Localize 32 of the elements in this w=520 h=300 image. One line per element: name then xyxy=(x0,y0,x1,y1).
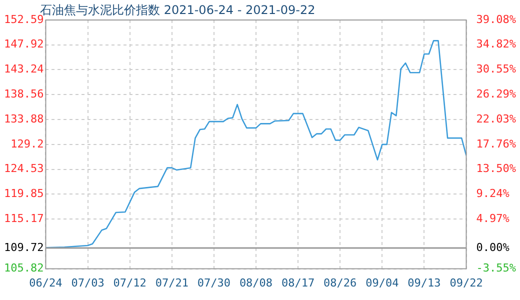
y-tick-label: 129.2 xyxy=(10,137,44,150)
x-tick-label: 08/08 xyxy=(239,276,273,290)
y2-tick-label: 9.24% xyxy=(476,187,510,200)
y-tick-label: 109.72 xyxy=(4,240,44,254)
y2-tick-label: 30.55% xyxy=(476,62,516,76)
y2-tick-label: 39.08% xyxy=(476,12,516,26)
y-tick-label: 143.24 xyxy=(4,62,44,76)
x-tick-label: 07/30 xyxy=(197,276,231,290)
y2-tick-label: 17.76% xyxy=(476,137,516,150)
x-tick-label: 09/13 xyxy=(408,276,441,290)
y-tick-label: 133.88 xyxy=(4,112,44,126)
y-tick-label: 147.92 xyxy=(4,38,44,51)
y-tick-label: 138.56 xyxy=(4,87,44,100)
x-tick-label: 09/04 xyxy=(366,276,400,290)
x-tick-label: 07/12 xyxy=(113,276,146,290)
y2-tick-label: 26.29% xyxy=(476,88,516,101)
x-tick-label: 06/24 xyxy=(29,276,63,290)
y-tick-label: 124.53 xyxy=(4,162,44,176)
y-tick-label: 119.85 xyxy=(4,187,44,200)
x-tick-label: 08/17 xyxy=(281,276,315,290)
y2-tick-label: 13.50% xyxy=(476,162,516,176)
x-tick-label: 08/26 xyxy=(324,276,357,290)
y2-tick-label: 22.03% xyxy=(476,112,516,126)
x-tick-label: 09/22 xyxy=(450,276,483,290)
y2-tick-label: 0.00% xyxy=(476,240,510,254)
y2-tick-label: -3.55% xyxy=(476,262,516,275)
y-tick-label: 115.17 xyxy=(4,212,44,225)
y2-tick-label: 4.97% xyxy=(476,212,510,225)
y2-tick-label: 34.82% xyxy=(476,38,516,51)
x-tick-label: 07/03 xyxy=(71,276,104,290)
y-tick-label: 105.82 xyxy=(4,262,44,275)
x-tick-label: 07/21 xyxy=(155,276,188,290)
